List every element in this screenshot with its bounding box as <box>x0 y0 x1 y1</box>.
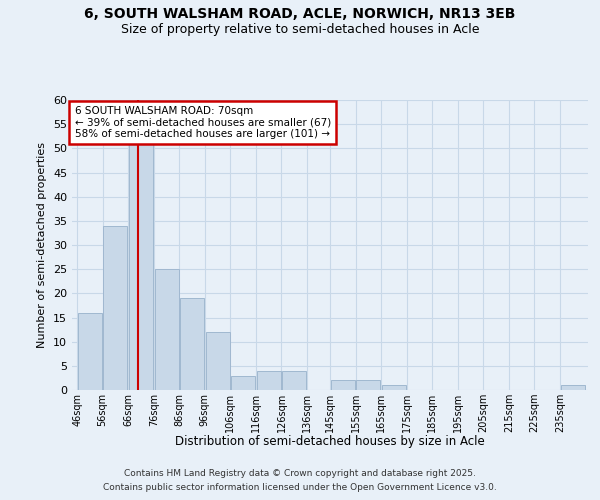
Text: 6, SOUTH WALSHAM ROAD, ACLE, NORWICH, NR13 3EB: 6, SOUTH WALSHAM ROAD, ACLE, NORWICH, NR… <box>85 8 515 22</box>
Text: Contains public sector information licensed under the Open Government Licence v3: Contains public sector information licen… <box>103 484 497 492</box>
Bar <box>103 226 127 390</box>
Bar <box>206 332 230 390</box>
Bar <box>382 385 406 390</box>
Text: Distribution of semi-detached houses by size in Acle: Distribution of semi-detached houses by … <box>175 435 485 448</box>
Text: Size of property relative to semi-detached houses in Acle: Size of property relative to semi-detach… <box>121 22 479 36</box>
Bar <box>356 380 380 390</box>
Bar <box>180 298 204 390</box>
Bar <box>282 370 306 390</box>
Y-axis label: Number of semi-detached properties: Number of semi-detached properties <box>37 142 47 348</box>
Bar <box>331 380 355 390</box>
Bar <box>155 269 179 390</box>
Bar <box>257 370 281 390</box>
Bar <box>129 144 153 390</box>
Bar <box>78 312 102 390</box>
Bar <box>560 385 584 390</box>
Bar <box>231 376 255 390</box>
Text: 6 SOUTH WALSHAM ROAD: 70sqm
← 39% of semi-detached houses are smaller (67)
58% o: 6 SOUTH WALSHAM ROAD: 70sqm ← 39% of sem… <box>74 106 331 139</box>
Text: Contains HM Land Registry data © Crown copyright and database right 2025.: Contains HM Land Registry data © Crown c… <box>124 468 476 477</box>
